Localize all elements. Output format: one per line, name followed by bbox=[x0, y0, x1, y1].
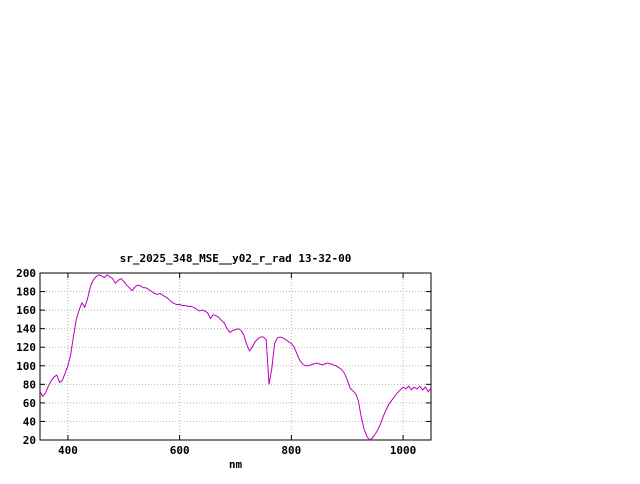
y-tick-label: 100 bbox=[16, 360, 36, 373]
x-tick-label: 800 bbox=[281, 444, 301, 457]
y-tick-label: 60 bbox=[23, 397, 36, 410]
x-tick-label: 400 bbox=[58, 444, 78, 457]
y-tick-label: 40 bbox=[23, 415, 36, 428]
chart-title: sr_2025_348_MSE__y02_r_rad 13-32-00 bbox=[119, 252, 352, 265]
y-tick-label: 20 bbox=[23, 434, 36, 447]
spectrum-line bbox=[39, 274, 432, 441]
y-tick-label: 120 bbox=[16, 341, 36, 354]
y-tick-label: 200 bbox=[16, 267, 36, 280]
plot-border bbox=[39, 272, 432, 441]
y-tick-label: 80 bbox=[23, 378, 36, 391]
y-tick-label: 140 bbox=[16, 323, 36, 336]
x-axis-label: nm bbox=[228, 458, 243, 471]
y-tick-label: 160 bbox=[16, 304, 36, 317]
x-tick-label: 600 bbox=[170, 444, 190, 457]
x-tick-label: 1000 bbox=[390, 444, 417, 457]
y-tick-label: 180 bbox=[16, 286, 36, 299]
